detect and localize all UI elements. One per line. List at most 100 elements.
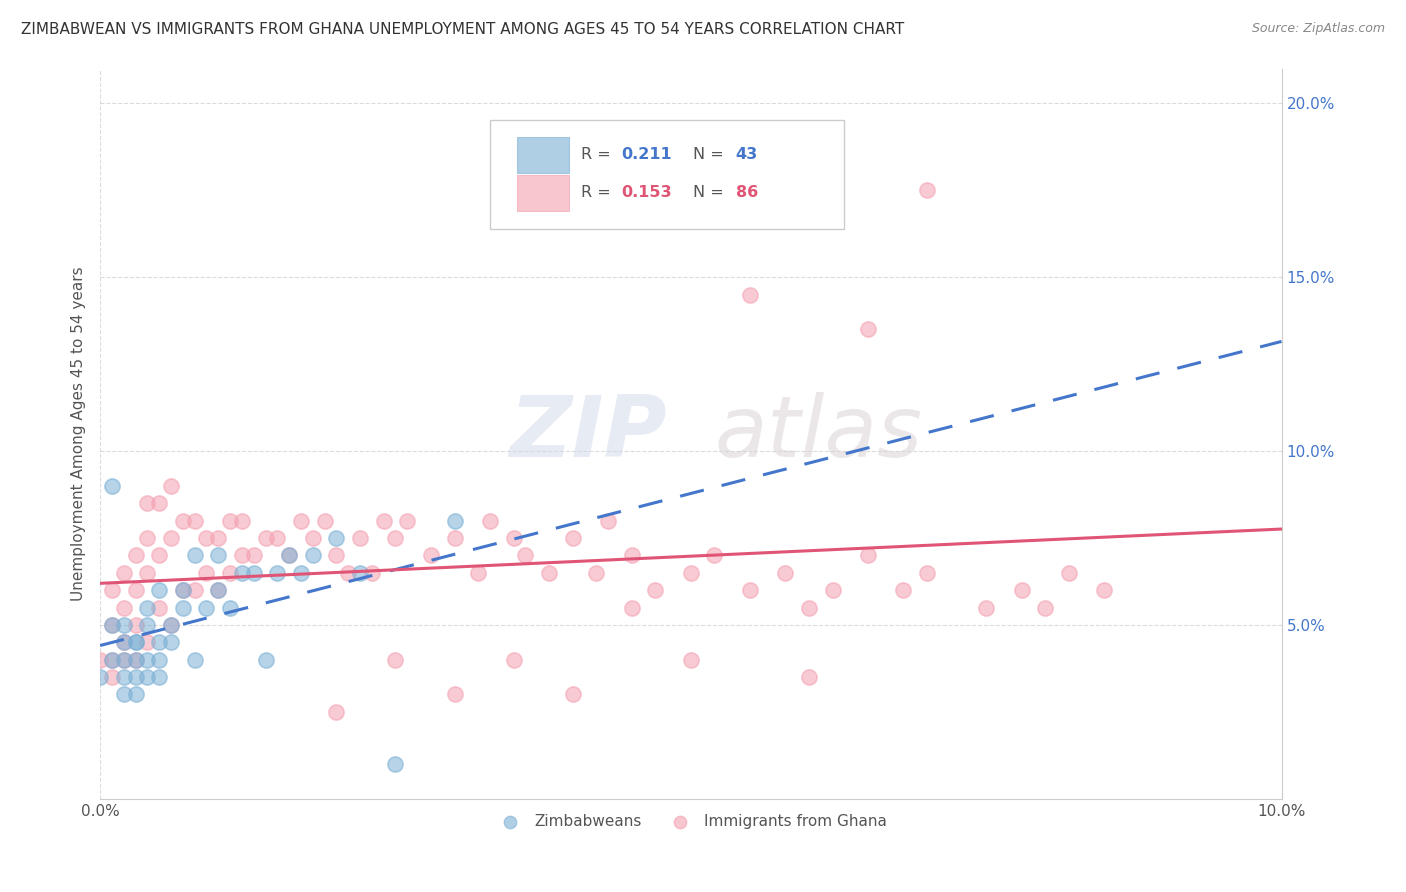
Point [124,653,146,667]
Point [160,635,183,649]
Point [266,531,288,545]
Point [148,583,170,598]
Point [290,514,312,528]
Point [183,514,205,528]
Point [124,670,146,684]
Point [148,670,170,684]
Point [679,566,702,580]
Point [195,566,218,580]
Point [679,653,702,667]
Point [443,688,465,702]
Point [974,600,997,615]
Point [101,618,124,632]
Point [290,566,312,580]
Point [254,653,277,667]
Text: ZIMBABWEAN VS IMMIGRANTS FROM GHANA UNEMPLOYMENT AMONG AGES 45 TO 54 YEARS CORRE: ZIMBABWEAN VS IMMIGRANTS FROM GHANA UNEM… [21,22,904,37]
Point [124,618,146,632]
Point [160,479,183,493]
Point [219,566,242,580]
Point [738,583,761,598]
Point [242,549,264,563]
Point [112,653,135,667]
Point [124,653,146,667]
Point [136,600,159,615]
Point [738,287,761,301]
Point [101,583,124,598]
Point [585,566,607,580]
Point [620,549,643,563]
Point [443,531,465,545]
Point [856,549,879,563]
Point [160,618,183,632]
Point [112,566,135,580]
Point [1057,566,1080,580]
Point [325,705,347,719]
Text: N =: N = [693,147,730,162]
Point [101,670,124,684]
Point [360,566,382,580]
Point [112,653,135,667]
Point [195,531,218,545]
Point [620,600,643,615]
Point [478,514,501,528]
Point [112,635,135,649]
Point [797,670,820,684]
Point [467,566,489,580]
Point [112,670,135,684]
Point [893,583,915,598]
Point [207,531,229,545]
Point [101,653,124,667]
Point [1033,600,1056,615]
Point [207,583,229,598]
Point [254,531,277,545]
Point [266,566,288,580]
Point [915,183,938,197]
Point [502,531,524,545]
Point [136,653,159,667]
Point [384,653,406,667]
Point [148,600,170,615]
FancyBboxPatch shape [517,175,569,211]
Point [136,531,159,545]
Point [231,549,253,563]
Point [443,514,465,528]
Point [124,635,146,649]
Point [136,635,159,649]
Point [219,514,242,528]
Text: N =: N = [693,186,730,200]
Point [207,583,229,598]
Point [384,531,406,545]
Point [148,549,170,563]
Point [821,583,844,598]
Point [598,514,620,528]
Point [136,618,159,632]
Point [278,549,301,563]
Legend: Zimbabweans, Immigrants from Ghana: Zimbabweans, Immigrants from Ghana [488,808,893,835]
Point [515,549,537,563]
Point [231,514,253,528]
Point [373,514,395,528]
Point [349,531,371,545]
Point [325,531,347,545]
Point [644,583,666,598]
Point [561,531,583,545]
Point [112,618,135,632]
Point [124,688,146,702]
Point [89,653,111,667]
Point [856,322,879,336]
Point [242,566,264,580]
Point [384,757,406,772]
Text: Source: ZipAtlas.com: Source: ZipAtlas.com [1251,22,1385,36]
Point [703,549,725,563]
Point [502,653,524,667]
Point [219,600,242,615]
Point [915,566,938,580]
Point [112,600,135,615]
Point [112,688,135,702]
Point [396,514,419,528]
Point [207,549,229,563]
Point [183,549,205,563]
Text: 43: 43 [735,147,758,162]
Point [419,549,441,563]
FancyBboxPatch shape [517,136,569,172]
